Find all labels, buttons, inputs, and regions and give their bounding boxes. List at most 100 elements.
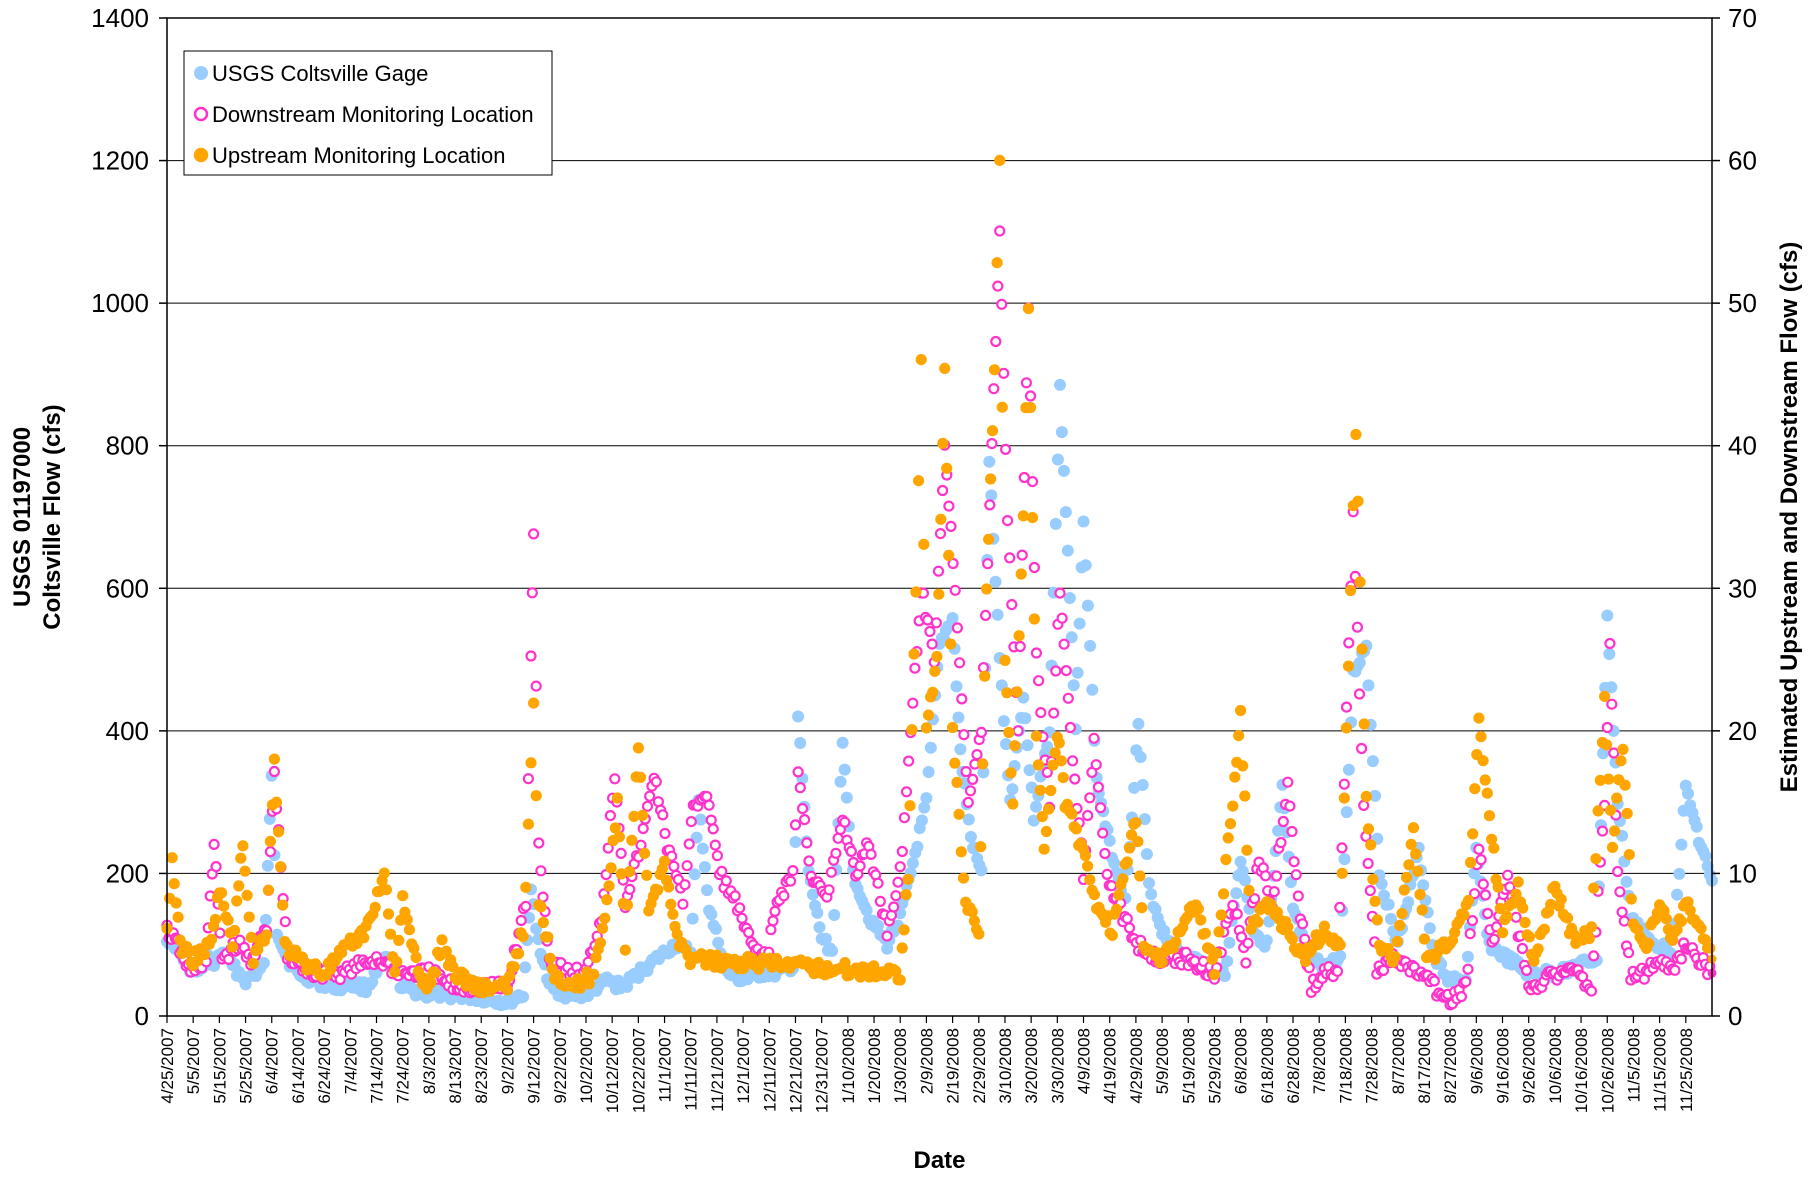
data-point [911,840,924,853]
data-point [1145,888,1158,901]
data-point [1252,916,1264,928]
data-point [425,977,437,989]
data-point [705,814,717,826]
data-point [900,786,913,798]
data-point [241,889,253,902]
data-point [798,813,811,826]
data-point [1699,850,1712,863]
data-point [1462,963,1474,975]
data-point [1532,943,1544,955]
data-point [915,814,928,827]
data-point [1243,884,1255,897]
data-point [1086,683,1099,696]
data-point [1598,690,1611,703]
x-tick-label: 7/4/2007 [341,1028,360,1094]
data-point [845,845,857,858]
data-point [910,586,922,598]
data-point [1042,803,1055,815]
data-point [1020,377,1033,389]
data-point [1024,401,1037,414]
data-point [943,500,955,512]
data-point [918,801,931,814]
data-point [716,865,728,878]
data-point [966,906,978,918]
data-point [991,608,1004,621]
data-point [840,791,853,804]
data-point [440,945,452,957]
data-point [1417,879,1430,892]
data-point [1023,764,1036,777]
data-point [525,650,537,662]
data-point [927,686,939,698]
data-point [881,930,893,942]
data-point [1066,808,1078,820]
data-point [945,520,957,533]
data-point [1136,902,1148,914]
data-point [894,861,906,873]
data-point [1022,303,1035,315]
data-point [1268,885,1280,898]
data-point [609,822,621,834]
data-point [918,538,930,550]
data-point [1520,964,1533,977]
data-point [912,475,925,487]
data-point [703,799,715,811]
data-point [626,834,638,846]
data-point [1064,721,1077,734]
data-point [1400,871,1413,884]
data-point [1015,568,1027,580]
data-point [1384,912,1397,925]
data-point [229,924,241,937]
series-upstream-monitoring-location [161,154,1717,999]
data-point [1121,856,1133,868]
data-point [1519,916,1531,929]
data-point [1603,648,1616,660]
data-point [641,800,654,812]
data-point [986,438,998,450]
data-point [1054,378,1066,391]
data-point [1367,873,1379,885]
data-point [1239,874,1251,887]
x-tick-label: 5/25/2007 [237,1028,256,1104]
data-point [973,928,985,940]
data-point [192,955,204,967]
data-point [1488,933,1500,945]
data-point [1612,865,1624,878]
data-point [257,957,270,969]
data-point [1106,929,1118,942]
data-point [1065,631,1078,644]
data-point [1416,904,1428,916]
data-point [504,970,516,982]
data-point [1073,617,1086,630]
data-point [1468,888,1481,900]
data-point [957,872,970,884]
data-point [1496,927,1509,939]
data-point [1462,894,1475,907]
data-point [1088,732,1100,744]
left-y-tick-label: 0 [135,1001,149,1031]
data-point [1555,893,1567,905]
data-point [962,796,974,809]
data-point [986,425,999,437]
data-point [1338,853,1351,866]
data-point [1117,873,1129,885]
data-point [982,533,995,545]
data-point [1391,935,1404,948]
data-point [447,961,459,973]
data-point [641,869,653,881]
data-point [231,895,243,907]
x-tick-label: 9/16/2008 [1494,1028,1513,1104]
x-tick-label: 1/10/2008 [839,1028,858,1104]
data-point [1061,544,1074,557]
data-point [624,883,636,896]
data-point [934,527,947,540]
data-point [1623,848,1635,861]
data-point [226,941,239,953]
data-point [1517,902,1529,914]
data-point [526,587,538,599]
data-point [535,901,547,913]
data-point [1466,914,1479,927]
data-point [890,890,902,902]
data-point [872,919,884,932]
data-point [952,711,965,724]
